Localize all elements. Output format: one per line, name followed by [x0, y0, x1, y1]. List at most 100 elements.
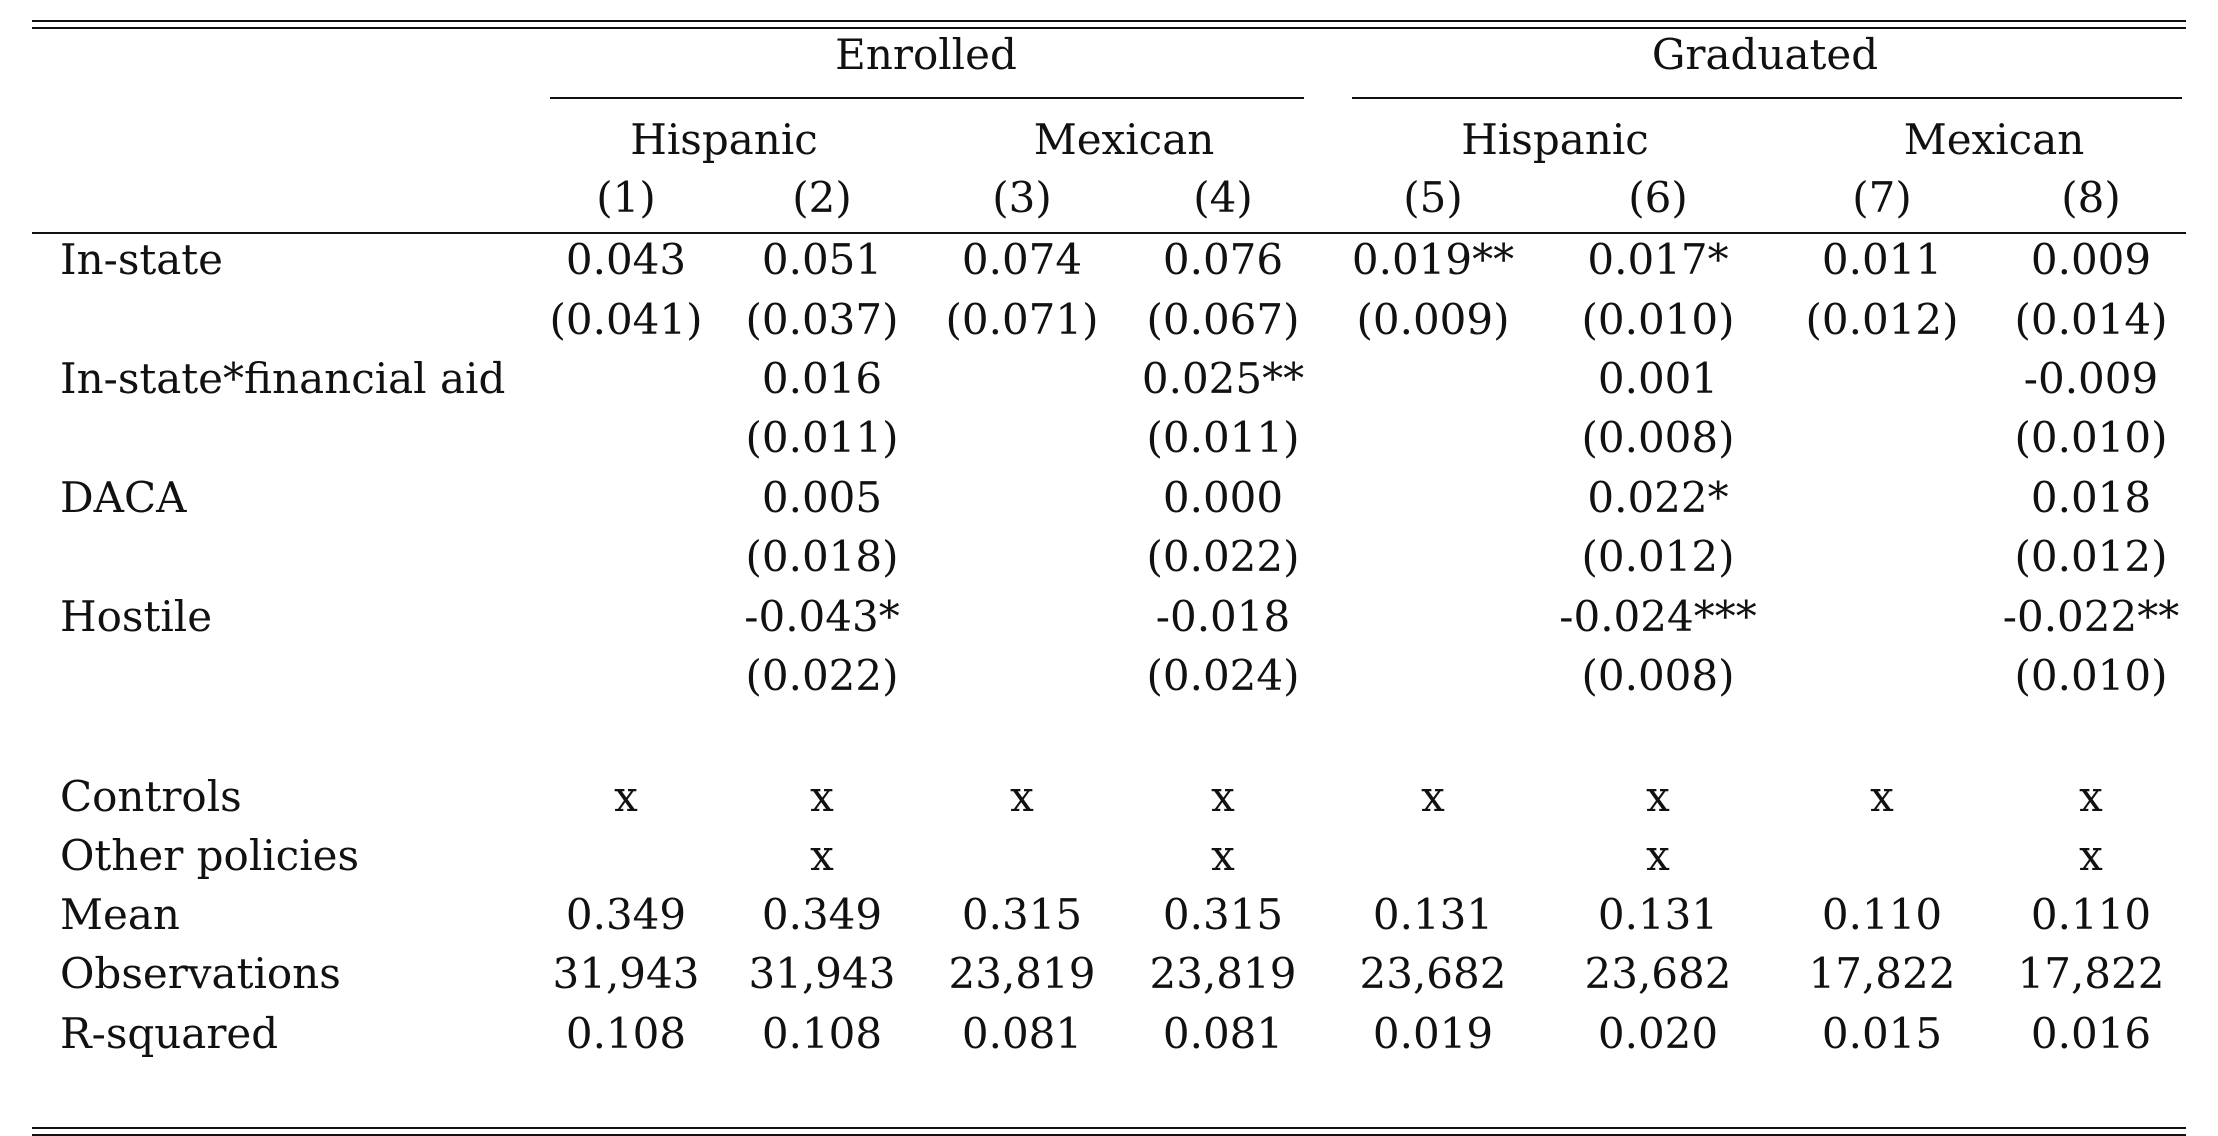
- stats-cell: 0.349: [761, 890, 883, 939]
- coefficient-cell: -0.009: [2023, 354, 2159, 403]
- coefficient-cell: 0.018: [2030, 473, 2152, 522]
- stats-row-label: Observations: [60, 949, 341, 998]
- group-header: Graduated: [1651, 30, 1879, 79]
- coefficient-cell: 0.019**: [1351, 235, 1515, 284]
- stats-cell: 23,682: [1584, 949, 1732, 998]
- bottom-rule-outer: [32, 1134, 2186, 1136]
- std-error-cell: (0.010): [2014, 413, 2168, 462]
- enrolled-group-rule: [550, 97, 1304, 99]
- stats-row-label: Controls: [60, 772, 242, 821]
- std-error-cell: (0.041): [549, 295, 703, 344]
- std-error-cell: (0.014): [2014, 295, 2168, 344]
- stats-cell: x: [810, 772, 834, 821]
- column-number: (3): [992, 173, 1052, 222]
- std-error-cell: (0.037): [745, 295, 899, 344]
- coefficient-cell: -0.024***: [1559, 592, 1757, 641]
- stats-cell: x: [2079, 772, 2103, 821]
- stats-cell: 23,819: [1149, 949, 1297, 998]
- stats-cell: x: [1421, 772, 1445, 821]
- stats-cell: 0.131: [1597, 890, 1719, 939]
- coefficient-cell: 0.000: [1162, 473, 1284, 522]
- coefficient-cell: -0.043*: [744, 592, 900, 641]
- stats-cell: 0.110: [1821, 890, 1943, 939]
- stats-cell: 31,943: [748, 949, 896, 998]
- stats-cell: 0.019: [1372, 1009, 1494, 1058]
- stats-cell: 0.315: [1162, 890, 1284, 939]
- stats-cell: 0.349: [565, 890, 687, 939]
- stats-row-label: R-squared: [60, 1009, 279, 1058]
- column-number: (4): [1193, 173, 1253, 222]
- stats-cell: 0.110: [2030, 890, 2152, 939]
- stats-cell: 17,822: [1808, 949, 1956, 998]
- std-error-cell: (0.071): [945, 295, 1099, 344]
- std-error-cell: (0.012): [1581, 532, 1735, 581]
- bottom-rule-inner: [32, 1127, 2186, 1129]
- stats-row-label: Mean: [60, 890, 180, 939]
- std-error-cell: (0.012): [2014, 532, 2168, 581]
- std-error-cell: (0.024): [1146, 651, 1300, 700]
- stats-cell: x: [614, 772, 638, 821]
- column-number: (2): [792, 173, 852, 222]
- std-error-cell: (0.022): [1146, 532, 1300, 581]
- coefficient-cell: 0.017*: [1587, 235, 1729, 284]
- stats-cell: 0.020: [1597, 1009, 1719, 1058]
- subgroup-header: Hispanic: [1461, 115, 1649, 164]
- coefficient-cell: 0.076: [1162, 235, 1284, 284]
- std-error-cell: (0.008): [1581, 651, 1735, 700]
- coefficient-cell: 0.009: [2030, 235, 2152, 284]
- stats-cell: 23,819: [948, 949, 1096, 998]
- stats-cell: 23,682: [1359, 949, 1507, 998]
- top-rule-inner: [32, 27, 2186, 29]
- coefficient-cell: -0.018: [1155, 592, 1291, 641]
- stats-cell: 0.131: [1372, 890, 1494, 939]
- row-label: In-state*financial aid: [60, 354, 506, 403]
- coefficient-cell: -0.022**: [2002, 592, 2180, 641]
- stats-cell: 0.015: [1821, 1009, 1943, 1058]
- stats-cell: x: [1646, 772, 1670, 821]
- subgroup-header: Hispanic: [630, 115, 818, 164]
- std-error-cell: (0.018): [745, 532, 899, 581]
- coefficient-cell: 0.011: [1821, 235, 1943, 284]
- coefficient-cell: 0.043: [565, 235, 687, 284]
- header-rule: [32, 232, 2186, 234]
- column-number: (8): [2061, 173, 2121, 222]
- std-error-cell: (0.011): [745, 413, 899, 462]
- column-number: (6): [1628, 173, 1688, 222]
- std-error-cell: (0.010): [1581, 295, 1735, 344]
- column-number: (1): [596, 173, 656, 222]
- coefficient-cell: 0.051: [761, 235, 883, 284]
- column-number: (7): [1852, 173, 1912, 222]
- std-error-cell: (0.009): [1356, 295, 1510, 344]
- stats-cell: 0.016: [2030, 1009, 2152, 1058]
- group-header: Enrolled: [835, 30, 1017, 79]
- top-rule-outer: [32, 20, 2186, 22]
- stats-cell: x: [1211, 772, 1235, 821]
- coefficient-cell: 0.074: [961, 235, 1083, 284]
- stats-cell: x: [1870, 772, 1894, 821]
- coefficient-cell: 0.001: [1597, 354, 1719, 403]
- column-number: (5): [1403, 173, 1463, 222]
- stats-cell: 17,822: [2017, 949, 2165, 998]
- stats-cell: 0.315: [961, 890, 1083, 939]
- coefficient-cell: 0.016: [761, 354, 883, 403]
- std-error-cell: (0.011): [1146, 413, 1300, 462]
- stats-row-label: Other policies: [60, 831, 360, 880]
- coefficient-cell: 0.022*: [1587, 473, 1729, 522]
- subgroup-header: Mexican: [1903, 115, 2085, 164]
- std-error-cell: (0.012): [1805, 295, 1959, 344]
- graduated-group-rule: [1352, 97, 2182, 99]
- coefficient-cell: 0.025**: [1141, 354, 1305, 403]
- row-label: In-state: [60, 235, 224, 284]
- row-label: Hostile: [60, 592, 213, 641]
- stats-cell: 0.081: [961, 1009, 1083, 1058]
- std-error-cell: (0.067): [1146, 295, 1300, 344]
- std-error-cell: (0.008): [1581, 413, 1735, 462]
- std-error-cell: (0.022): [745, 651, 899, 700]
- std-error-cell: (0.010): [2014, 651, 2168, 700]
- row-label: DACA: [60, 473, 187, 522]
- stats-cell: 0.081: [1162, 1009, 1284, 1058]
- stats-cell: x: [1211, 831, 1235, 880]
- stats-cell: 31,943: [552, 949, 700, 998]
- coefficient-cell: 0.005: [761, 473, 883, 522]
